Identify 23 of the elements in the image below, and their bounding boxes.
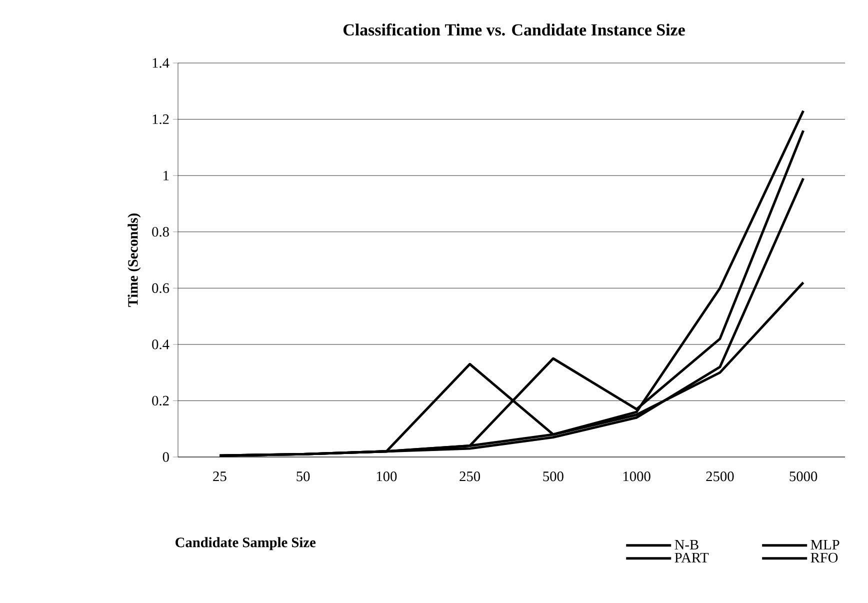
- legend-label: N-B: [674, 540, 698, 550]
- x-tick-label: 250: [460, 472, 480, 482]
- x-tick-label: 25: [213, 472, 226, 482]
- chart-title: Classification Time vs. Candidate Instance Size: [344, 24, 685, 36]
- x-tick-label: 2500: [706, 472, 734, 482]
- y-tick-label: 1: [164, 170, 169, 180]
- x-tick-label: 500: [543, 472, 564, 482]
- y-tick-label: 0.6: [152, 283, 170, 294]
- y-tick-label: 1.4: [152, 58, 170, 68]
- legend-label: PART: [674, 552, 709, 562]
- x-tick-label: 50: [296, 472, 310, 482]
- y-axis-title: Time (Seconds): [128, 214, 141, 307]
- y-tick-label: 1.2: [152, 114, 169, 124]
- y-tick-label: 0.4: [152, 340, 170, 350]
- x-tick-label: 1000: [623, 472, 650, 482]
- legend-label: MLP: [810, 540, 840, 550]
- y-tick-label: 0.2: [152, 396, 169, 406]
- legend-label: RFO: [810, 552, 838, 563]
- y-tick-label: 0: [162, 452, 169, 462]
- x-axis-title: Candidate Sample Size: [176, 537, 316, 550]
- y-tick-label: 0.8: [152, 226, 169, 237]
- x-tick-label: 100: [376, 472, 397, 482]
- x-tick-label: 5000: [790, 472, 818, 482]
